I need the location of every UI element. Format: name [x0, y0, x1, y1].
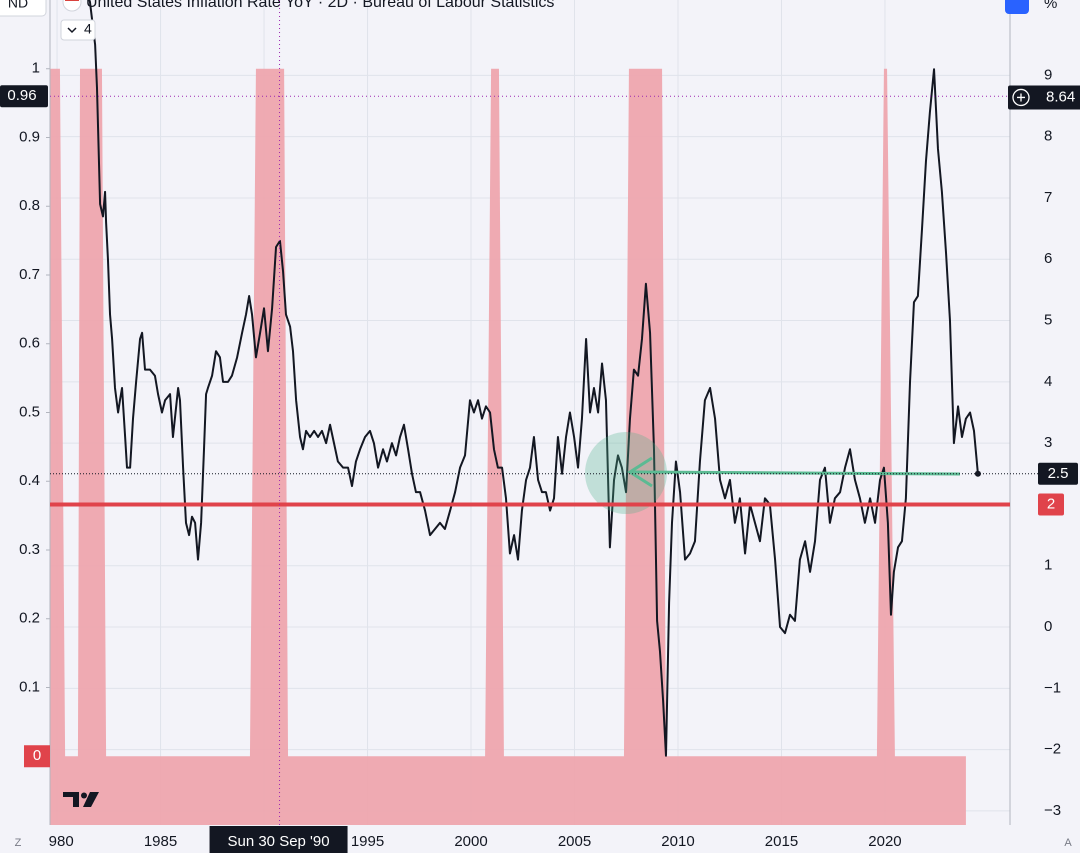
crosshair-y-box [0, 85, 48, 108]
tradingview-logo [63, 792, 99, 807]
flag-icon [62, 0, 82, 12]
symbol-box[interactable] [0, 0, 47, 17]
last-point [974, 470, 981, 477]
crosshair-y-label: 0.96 [7, 87, 36, 104]
y2-tick-label: −1 [1044, 679, 1061, 696]
inflation-line [88, 0, 979, 757]
plot-area [50, 0, 979, 825]
target-label: 2 [1047, 495, 1055, 512]
x-tick-label: 2005 [558, 833, 591, 850]
interval-box[interactable] [60, 19, 96, 41]
arrow-head [627, 456, 653, 488]
symbol: ND [8, 0, 28, 11]
logo-part [81, 792, 87, 799]
dropdown-icon [67, 27, 77, 34]
y2-tick-label: 3 [1044, 434, 1052, 451]
y-tick-label: 0.4 [19, 472, 40, 489]
crosshair-x-label: Sun 30 Sep '90 [227, 833, 329, 850]
x-tick-label: 1985 [144, 833, 177, 850]
x-tick-label: 1995 [351, 833, 384, 850]
y-tick-label: 0.2 [19, 610, 40, 627]
y2-tick-label: −2 [1044, 741, 1061, 758]
last-value-box [24, 745, 50, 768]
x-tick-label: 1980 [40, 833, 73, 850]
y-tick-label: 0.8 [19, 197, 40, 214]
interval: 4 [84, 21, 92, 37]
y2-tick-label: 7 [1044, 189, 1052, 206]
zoom-button[interactable]: Z [15, 837, 22, 849]
recession-area [50, 68, 966, 825]
y2-tick-label: 1 [1044, 557, 1052, 574]
x-tick-label: 2015 [765, 833, 798, 850]
axes: −3 −2 −1 0 1 2 3 4 5 6 7 8 9 0.1 0.2 0.3 0.4 0.5 0.6 0.7 0.8… [19, 60, 1061, 819]
y2-tick-label: 4 [1044, 373, 1052, 390]
add-icon [1012, 88, 1030, 107]
logo-part [83, 792, 99, 807]
logo-part [63, 792, 79, 807]
crosshair-y2-label: 8.64 [1046, 88, 1075, 105]
y-tick-label: 0.3 [19, 541, 40, 558]
y-tick-label: 0.6 [19, 335, 40, 352]
y-tick-label: 0.1 [19, 678, 40, 695]
crosshair-x-box [209, 826, 348, 853]
highlight-circle [585, 432, 667, 514]
x-tick-label: 2000 [454, 833, 487, 850]
x-tick-label: 2010 [661, 833, 694, 850]
auto-button[interactable]: A [1064, 837, 1072, 849]
grid [50, 0, 1010, 825]
unit: % [1044, 0, 1057, 12]
y-tick-label: 0.7 [19, 266, 40, 283]
last-value-box [1038, 462, 1078, 485]
x-tick-label: 2020 [868, 833, 901, 850]
add-icon-plus [1017, 93, 1025, 102]
y2-tick-label: 0 [1044, 618, 1052, 635]
flag-stripe [65, 0, 79, 1]
y2-tick-label: 5 [1044, 312, 1052, 329]
y2-tick-label: 6 [1044, 250, 1052, 267]
y-tick-label: 0.5 [19, 403, 40, 420]
y2-tick-label: 8 [1044, 128, 1052, 145]
x-axis: 198019851990199520002005201020152020 [40, 833, 902, 850]
y2-tick-label: −3 [1044, 802, 1061, 819]
y-tick-label: 1 [32, 60, 40, 77]
y-tick-label: 0.9 [19, 128, 40, 145]
scale-button[interactable] [1005, 0, 1029, 14]
target-box [1038, 493, 1064, 516]
last-value-label: 2.5 [1048, 465, 1069, 482]
arrow-shaft [631, 470, 961, 476]
y2-tick-label: 9 [1044, 66, 1052, 83]
last-value-label: 0 [33, 747, 41, 764]
chart-title: United States Inflation Rate YoY · 2D · … [86, 0, 554, 11]
